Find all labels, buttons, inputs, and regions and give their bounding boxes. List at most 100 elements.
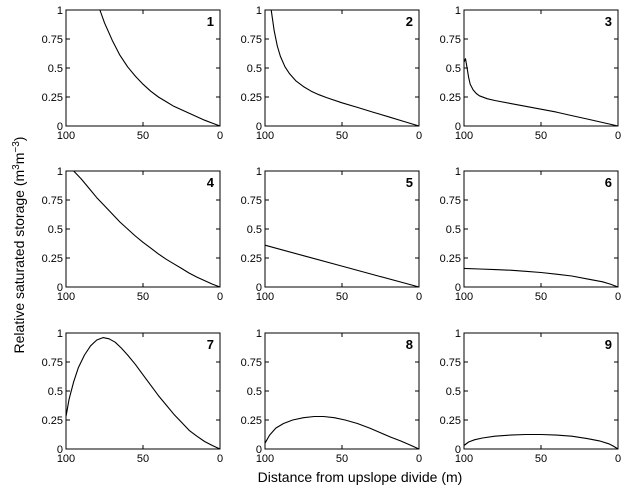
x-tick-label: 50 bbox=[137, 130, 149, 142]
x-tick-label: 50 bbox=[137, 453, 149, 465]
panel-number: 7 bbox=[207, 337, 214, 352]
x-tick-label: 100 bbox=[455, 130, 473, 142]
series-line bbox=[264, 415, 420, 450]
y-tick-label: 0 bbox=[256, 444, 262, 456]
x-tick-label: 0 bbox=[615, 453, 621, 465]
panel-5: 0 0.25 0.5 0.75 1 100 50 0 5 bbox=[241, 166, 422, 303]
y-tick-label: 0 bbox=[455, 444, 461, 456]
panel-number: 5 bbox=[406, 175, 413, 190]
y-axis-title: Relative saturated storage (m3m−3) bbox=[11, 137, 27, 354]
x-tick-label: 50 bbox=[336, 453, 348, 465]
axes-box bbox=[65, 332, 221, 450]
x-tick-label: 100 bbox=[256, 291, 274, 303]
x-tick-label: 50 bbox=[535, 453, 547, 465]
x-tick-label: 0 bbox=[416, 291, 422, 303]
y-tick-label: 0.75 bbox=[440, 195, 461, 207]
y-tick-label: 0.5 bbox=[48, 386, 63, 398]
y-tick-label: 1 bbox=[57, 5, 63, 17]
x-tick-label: 0 bbox=[217, 453, 223, 465]
x-tick-label: 50 bbox=[535, 130, 547, 142]
axes-box bbox=[264, 170, 420, 288]
axes-box bbox=[264, 9, 420, 127]
y-tick-label: 0.25 bbox=[42, 253, 63, 265]
axes-box bbox=[463, 9, 619, 127]
y-tick-label: 0 bbox=[256, 121, 262, 133]
y-tick-label: 0.75 bbox=[241, 357, 262, 369]
series-line bbox=[264, 244, 420, 288]
x-tick-label: 50 bbox=[336, 291, 348, 303]
series-line bbox=[73, 170, 221, 288]
panel-4: 0 0.25 0.5 0.75 1 100 50 0 4 bbox=[42, 166, 223, 303]
y-tick-label: 0.25 bbox=[241, 92, 262, 104]
panel-number: 8 bbox=[406, 337, 413, 352]
panel-8: 0 0.25 0.5 0.75 1 100 50 0 8 bbox=[241, 328, 422, 465]
y-tick-label: 0.25 bbox=[241, 415, 262, 427]
y-tick-label: 0.5 bbox=[446, 224, 461, 236]
y-tick-label: 1 bbox=[256, 328, 262, 340]
axes-box bbox=[463, 332, 619, 450]
y-tick-label: 0.75 bbox=[241, 34, 262, 46]
panel-2: 0 0.25 0.5 0.75 1 100 50 0 2 bbox=[241, 5, 422, 142]
panel-6: 0 0.25 0.5 0.75 1 100 50 0 6 bbox=[440, 166, 621, 303]
y-tick-label: 0.5 bbox=[247, 224, 262, 236]
series-line bbox=[65, 337, 221, 450]
x-tick-label: 0 bbox=[416, 453, 422, 465]
x-tick-label: 0 bbox=[615, 291, 621, 303]
y-tick-label: 0.25 bbox=[42, 415, 63, 427]
y-tick-label: 0 bbox=[57, 444, 63, 456]
x-tick-label: 100 bbox=[256, 130, 274, 142]
y-tick-label: 0.75 bbox=[42, 34, 63, 46]
x-tick-label: 50 bbox=[535, 291, 547, 303]
y-tick-label: 0.25 bbox=[241, 253, 262, 265]
y-tick-label: 0.25 bbox=[440, 92, 461, 104]
panel-number: 4 bbox=[207, 175, 215, 190]
y-tick-label: 0 bbox=[455, 121, 461, 133]
panel-3: 0 0.25 0.5 0.75 1 100 50 0 3 bbox=[440, 5, 621, 142]
panel-number: 9 bbox=[605, 337, 612, 352]
y-tick-label: 0.5 bbox=[48, 63, 63, 75]
axes-box bbox=[264, 332, 420, 450]
y-tick-label: 0.25 bbox=[440, 415, 461, 427]
y-tick-label: 0.75 bbox=[42, 195, 63, 207]
y-tick-label: 0.75 bbox=[440, 357, 461, 369]
x-tick-label: 100 bbox=[455, 291, 473, 303]
x-tick-label: 50 bbox=[336, 130, 348, 142]
x-tick-label: 0 bbox=[416, 130, 422, 142]
panel-number: 2 bbox=[406, 14, 413, 29]
series-line bbox=[463, 58, 619, 127]
x-tick-label: 100 bbox=[57, 453, 75, 465]
y-tick-label: 0.25 bbox=[42, 92, 63, 104]
x-tick-label: 0 bbox=[615, 130, 621, 142]
y-axis-title-end: ) bbox=[11, 137, 27, 142]
y-tick-label: 1 bbox=[455, 166, 461, 178]
y-tick-label: 0.5 bbox=[446, 63, 461, 75]
y-tick-label: 1 bbox=[455, 328, 461, 340]
panel-number: 1 bbox=[207, 14, 214, 29]
series-line bbox=[463, 267, 619, 288]
y-tick-label: 0.75 bbox=[440, 34, 461, 46]
y-tick-label: 0.75 bbox=[241, 195, 262, 207]
x-tick-label: 50 bbox=[137, 291, 149, 303]
y-tick-label: 1 bbox=[256, 166, 262, 178]
y-tick-label: 1 bbox=[57, 328, 63, 340]
y-tick-label: 0 bbox=[256, 282, 262, 294]
x-tick-label: 100 bbox=[455, 453, 473, 465]
y-tick-label: 1 bbox=[455, 5, 461, 17]
y-tick-label: 0 bbox=[455, 282, 461, 294]
y-axis-title-sup2: −3 bbox=[11, 141, 22, 153]
panel-number: 3 bbox=[605, 14, 612, 29]
y-axis-title-main: Relative saturated storage (m bbox=[11, 170, 27, 354]
y-tick-label: 0 bbox=[57, 282, 63, 294]
panel-number: 6 bbox=[605, 175, 612, 190]
y-tick-label: 0.5 bbox=[48, 224, 63, 236]
panel-9: 0 0.25 0.5 0.75 1 100 50 0 9 bbox=[440, 328, 621, 465]
y-tick-label: 0.75 bbox=[42, 357, 63, 369]
series-line bbox=[270, 9, 420, 127]
axes-box bbox=[65, 9, 221, 127]
x-tick-label: 0 bbox=[217, 291, 223, 303]
y-tick-label: 1 bbox=[57, 166, 63, 178]
x-tick-label: 100 bbox=[57, 130, 75, 142]
x-tick-label: 0 bbox=[217, 130, 223, 142]
